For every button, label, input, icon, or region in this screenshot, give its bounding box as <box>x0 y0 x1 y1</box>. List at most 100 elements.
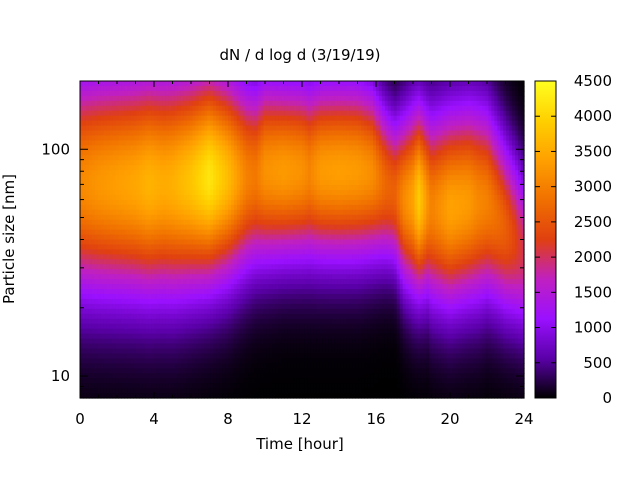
heatmap-cell <box>183 100 188 107</box>
heatmap-cell <box>230 343 235 350</box>
heatmap-cell <box>304 140 309 146</box>
heatmap-cell <box>133 373 137 379</box>
heatmap-cell <box>133 204 137 211</box>
heatmap-cell <box>177 110 182 117</box>
heatmap-cell <box>148 100 152 107</box>
heatmap-cell <box>192 393 197 399</box>
heatmap-cell <box>177 259 182 265</box>
heatmap-cell <box>248 333 253 340</box>
heatmap-cell <box>171 254 176 260</box>
heatmap-cell <box>133 323 137 330</box>
heatmap-cell <box>304 224 309 231</box>
heatmap-cell <box>142 333 146 340</box>
heatmap-cell <box>299 189 303 196</box>
heatmap-cell <box>281 358 285 364</box>
heatmap-cell <box>165 150 170 156</box>
heatmap-cell <box>296 155 300 161</box>
heatmap-cell <box>260 279 265 285</box>
heatmap-cell <box>133 115 137 122</box>
heatmap-cell <box>204 214 208 221</box>
heatmap-cell <box>177 343 182 350</box>
heatmap-cell <box>228 378 232 384</box>
heatmap-cell <box>257 85 262 92</box>
heatmap-cell <box>245 358 250 364</box>
heatmap-cell <box>242 140 247 146</box>
heatmap-cell <box>287 338 291 345</box>
heatmap-cell <box>278 308 282 315</box>
heatmap-cell <box>156 229 161 236</box>
heatmap-cell <box>204 363 208 369</box>
heatmap-cell <box>180 363 185 369</box>
heatmap-cell <box>272 170 276 176</box>
heatmap-cell <box>85 254 90 260</box>
heatmap-cell <box>266 289 271 295</box>
heatmap-cell <box>198 318 202 325</box>
heatmap-cell <box>97 358 102 364</box>
heatmap-cell <box>136 115 140 122</box>
heatmap-cell <box>266 293 271 300</box>
heatmap-cell <box>290 284 294 290</box>
heatmap-cell <box>124 254 128 260</box>
heatmap-cell <box>201 199 205 206</box>
heatmap-cell <box>94 264 99 270</box>
heatmap-cell <box>85 284 90 290</box>
heatmap-cell <box>263 115 268 122</box>
heatmap-cell <box>254 269 259 275</box>
heatmap-cell <box>85 95 90 102</box>
heatmap-cell <box>133 383 137 389</box>
heatmap-cell <box>130 209 134 216</box>
heatmap-cell <box>151 105 155 112</box>
heatmap-cell <box>219 333 223 340</box>
heatmap-cell <box>145 323 149 330</box>
heatmap-cell <box>302 333 306 340</box>
heatmap-cell <box>299 219 303 226</box>
heatmap-cell <box>97 125 102 132</box>
heatmap-cell <box>296 115 300 122</box>
heatmap-cell <box>162 303 167 310</box>
heatmap-cell <box>80 155 84 161</box>
heatmap-cell <box>272 120 276 127</box>
heatmap-cell <box>293 259 297 265</box>
heatmap-cell <box>263 160 268 166</box>
heatmap-cell <box>115 214 120 221</box>
heatmap-cell <box>245 333 250 340</box>
heatmap-cell <box>278 199 282 206</box>
heatmap-cell <box>219 298 223 305</box>
heatmap-cell <box>204 284 208 290</box>
heatmap-cell <box>148 185 152 191</box>
heatmap-cell <box>201 224 205 231</box>
heatmap-cell <box>219 363 223 369</box>
heatmap-cell <box>290 125 294 132</box>
heatmap-cell <box>139 323 143 330</box>
heatmap-cell <box>304 204 309 211</box>
heatmap-cell <box>269 244 273 250</box>
heatmap-cell <box>225 293 229 300</box>
heatmap-cell <box>198 244 202 250</box>
heatmap-cell <box>242 120 247 127</box>
heatmap-cell <box>290 105 294 112</box>
heatmap-cell <box>287 318 291 325</box>
heatmap-cell <box>88 279 93 285</box>
heatmap-cell <box>85 239 90 246</box>
heatmap-cell <box>245 234 250 241</box>
heatmap-cell <box>109 175 114 181</box>
heatmap-cell <box>278 90 282 97</box>
heatmap-cell <box>233 175 238 181</box>
heatmap-cell <box>254 85 259 92</box>
heatmap-cell <box>304 81 309 87</box>
heatmap-cell <box>100 348 105 355</box>
heatmap-cell <box>287 239 291 246</box>
heatmap-cell <box>230 130 235 137</box>
heatmap-cell <box>82 289 87 295</box>
heatmap-cell <box>159 160 164 166</box>
heatmap-cell <box>154 95 158 102</box>
heatmap-cell <box>156 279 161 285</box>
heatmap-cell <box>219 110 223 117</box>
heatmap-cell <box>260 358 265 364</box>
heatmap-cell <box>207 145 211 151</box>
heatmap-cell <box>299 199 303 206</box>
heatmap-cell <box>186 165 191 171</box>
heatmap-cell <box>302 194 306 201</box>
heatmap-cell <box>195 135 199 142</box>
heatmap-cell <box>222 95 226 102</box>
